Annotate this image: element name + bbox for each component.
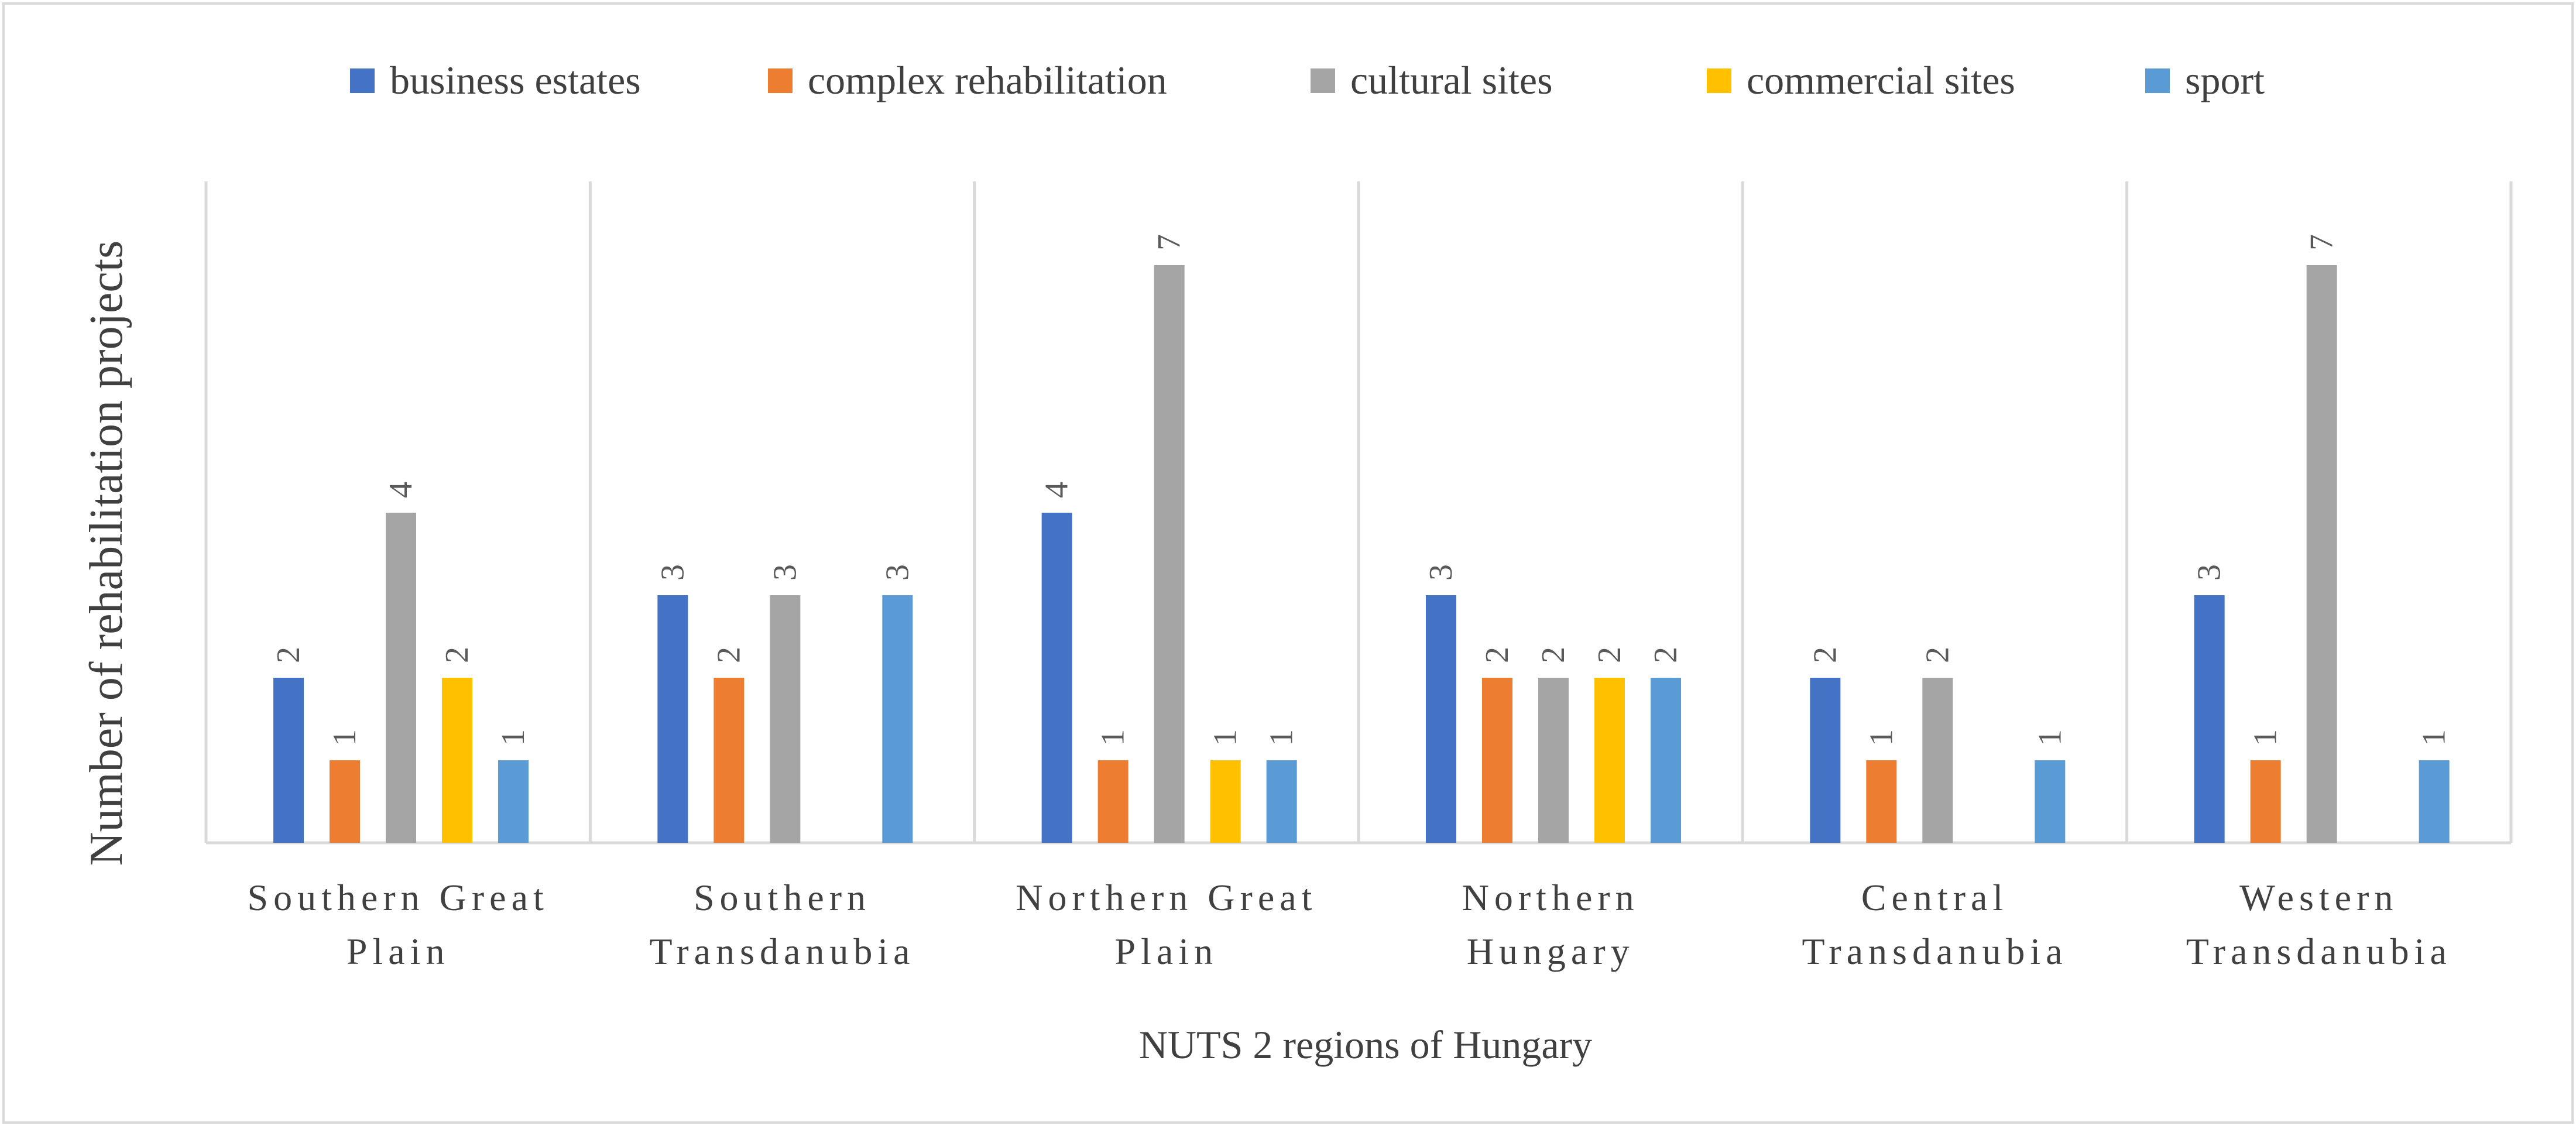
data-label: 4 [1039, 482, 1075, 498]
bar-commercial-sites [1210, 760, 1241, 843]
legend: business estates complex rehabilitation cu… [350, 58, 2265, 102]
x-tick-label: Southern [694, 877, 871, 918]
data-label: 3 [879, 564, 915, 581]
bar-complex-rehabilitation [330, 760, 360, 843]
data-label: 2 [1807, 647, 1843, 663]
legend-swatch [350, 68, 375, 93]
bar-complex-rehabilitation [1866, 760, 1897, 843]
y-axis-label: Number of rehabilitation projects [81, 241, 132, 866]
data-label: 2 [1479, 647, 1515, 663]
data-label: 1 [1264, 729, 1300, 746]
bar-sport [2419, 760, 2450, 843]
data-label: 1 [1208, 729, 1244, 746]
data-label: 7 [2304, 234, 2340, 250]
x-tick-label: Northern Great [1016, 877, 1317, 918]
bar-complex-rehabilitation [1482, 678, 1512, 843]
data-label: 3 [767, 564, 803, 581]
data-label: 1 [2416, 729, 2452, 746]
bar-sport [882, 595, 913, 843]
x-tick-label: Transdanubia [1802, 931, 2067, 972]
data-label: 2 [439, 647, 475, 663]
data-label: 2 [1591, 647, 1628, 663]
data-label: 1 [495, 729, 531, 746]
bar-complex-rehabilitation [2250, 760, 2281, 843]
bar-commercial-sites [442, 678, 472, 843]
bar-cultural-sites [1154, 265, 1185, 843]
legend-label: business estates [390, 58, 641, 102]
bar-cultural-sites [1538, 678, 1569, 843]
data-label: 3 [2191, 564, 2228, 581]
x-tick-label: Transdanubia [2186, 931, 2452, 972]
bar-cultural-sites [770, 595, 801, 843]
data-label: 3 [654, 564, 691, 581]
bar-sport [1266, 760, 1297, 843]
bar-cultural-sites [386, 513, 416, 843]
legend-label: cultural sites [1350, 58, 1553, 102]
data-label: 1 [2248, 729, 2284, 746]
data-label: 1 [327, 729, 363, 746]
legend-swatch [2145, 68, 2170, 93]
bar-business-estates [1426, 595, 1456, 843]
x-tick-label: Plain [1115, 931, 1219, 972]
data-label: 3 [1423, 564, 1459, 581]
bar-complex-rehabilitation [1097, 760, 1128, 843]
x-axis-label: NUTS 2 regions of Hungary [1139, 1022, 1592, 1067]
bar-sport [498, 760, 529, 843]
x-tick-label: Transdanubia [649, 931, 915, 972]
bar-complex-rehabilitation [714, 678, 745, 843]
x-tick-label: Southern Great [248, 877, 549, 918]
bar-cultural-sites [2306, 265, 2337, 843]
bar-business-estates [1810, 678, 1841, 843]
legend-swatch [1707, 68, 1731, 93]
legend-swatch [768, 68, 793, 93]
x-tick-label: Plain [347, 931, 450, 972]
bar-sport [1651, 678, 1681, 843]
x-tick-label: Hungary [1467, 931, 1635, 972]
data-label: 1 [2032, 729, 2068, 746]
data-label: 4 [383, 482, 419, 498]
legend-label: sport [2185, 58, 2265, 102]
data-label: 2 [270, 647, 307, 663]
bar-cultural-sites [1922, 678, 1953, 843]
data-label: 1 [1095, 729, 1131, 746]
plot-area: 2 1 4 2 1 Southern Great Plain 3 2 3 3 Southern Tran… [204, 181, 2513, 972]
bar-business-estates [657, 595, 688, 843]
bar-sport [2035, 760, 2066, 843]
legend-label: commercial sites [1747, 58, 2015, 102]
data-label: 7 [1151, 234, 1188, 250]
data-label: 2 [711, 647, 747, 663]
x-tick-label: Western [2239, 877, 2398, 918]
legend-label: complex rehabilitation [808, 58, 1167, 102]
x-tick-label: Central [1861, 877, 2008, 918]
data-label: 2 [1535, 647, 1572, 663]
bar-business-estates [2194, 595, 2225, 843]
bar-business-estates [273, 678, 304, 843]
bar-business-estates [1041, 513, 1072, 843]
data-label: 2 [1648, 647, 1684, 663]
x-tick-label: Northern [1462, 877, 1639, 918]
data-label: 2 [1919, 647, 1956, 663]
bar-commercial-sites [1594, 678, 1625, 843]
data-label: 1 [1863, 729, 1899, 746]
legend-swatch [1311, 68, 1335, 93]
